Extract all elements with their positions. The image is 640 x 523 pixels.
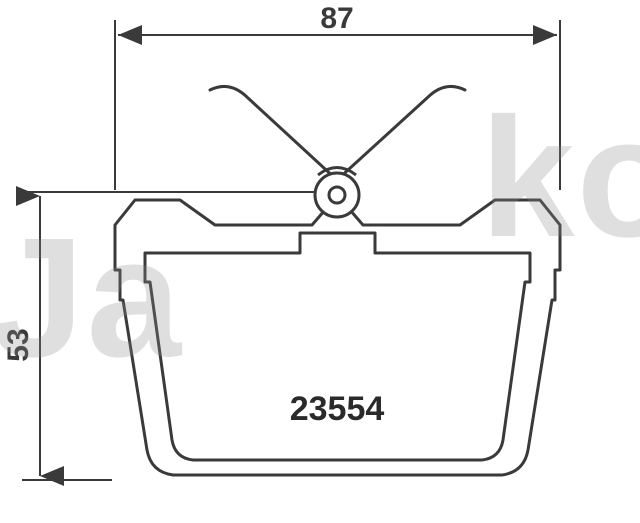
technical-drawing-svg: 87 53 (0, 0, 640, 523)
part-number: 23554 (290, 390, 385, 428)
drawing-canvas: Ja ko 87 (0, 0, 640, 523)
dimension-width: 87 (115, 2, 560, 190)
clip-circle-outer (315, 173, 359, 217)
dimension-width-label: 87 (320, 2, 353, 35)
spring-clip (210, 86, 465, 217)
dimension-height-label: 53 (2, 328, 35, 361)
brake-pad-outline (115, 200, 560, 475)
dimension-height: 53 (2, 192, 320, 480)
